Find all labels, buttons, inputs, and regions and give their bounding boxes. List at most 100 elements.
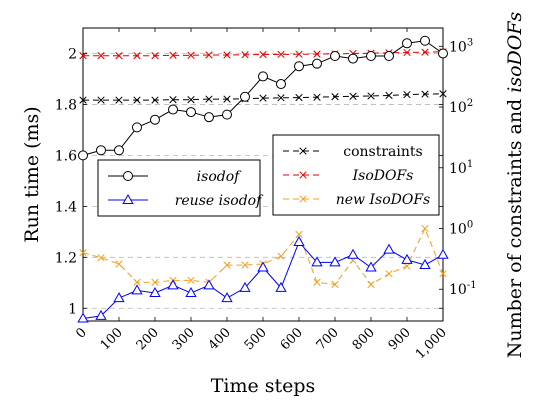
data-point [367, 280, 375, 289]
x-axis-label: Time steps [211, 375, 316, 397]
data-point [311, 256, 323, 267]
data-point [151, 96, 159, 104]
x-tick-label: 200 [134, 325, 162, 353]
data-point [439, 90, 447, 98]
data-point [77, 312, 89, 323]
legend-marker [122, 193, 134, 204]
data-point [295, 50, 303, 58]
data-point [223, 261, 231, 269]
data-point [403, 48, 411, 57]
data-point [133, 96, 141, 104]
x-tick-label: 700 [314, 325, 342, 353]
data-point [205, 51, 213, 59]
data-point [385, 91, 393, 100]
data-point [95, 309, 107, 320]
series-layer [77, 35, 449, 323]
data-point [222, 109, 232, 120]
data-point [241, 51, 249, 59]
data-point [331, 93, 339, 101]
data-point [295, 230, 303, 239]
data-point [79, 249, 87, 257]
legend-label: constraints [343, 144, 422, 160]
data-point [295, 93, 303, 102]
data-point [115, 96, 123, 104]
y2-tick-label: 10-1 [449, 280, 477, 298]
data-point [348, 53, 358, 64]
data-point [420, 35, 430, 46]
data-point [167, 279, 179, 290]
data-point [169, 96, 177, 104]
data-point [421, 48, 429, 56]
data-point [403, 262, 411, 270]
y-tick-label: 1.8 [55, 97, 77, 113]
data-point [401, 253, 413, 264]
y-tick-label: 2 [68, 46, 77, 62]
data-point [186, 107, 196, 118]
y-tick-label: 1.6 [55, 148, 77, 164]
data-point [223, 51, 231, 59]
data-point [132, 122, 142, 133]
data-point [133, 278, 141, 286]
series-line [82, 227, 444, 286]
data-point [421, 90, 429, 98]
data-point [115, 52, 123, 60]
data-point [114, 145, 124, 156]
data-point [79, 96, 87, 104]
series-new-isodofs [79, 224, 447, 289]
data-point [97, 254, 105, 262]
legend-label: new IsoDOFs [336, 192, 430, 208]
data-point [204, 112, 214, 123]
data-point [131, 284, 143, 295]
data-point [347, 248, 359, 259]
data-point [97, 96, 105, 104]
legend-marker [123, 171, 133, 181]
y2-tick-label: 103 [449, 37, 473, 55]
data-point [385, 270, 393, 278]
legend-marker [299, 195, 307, 203]
data-point [437, 248, 449, 259]
x-tick-label: 1,000 [413, 325, 450, 362]
data-point [223, 95, 231, 103]
data-point [402, 38, 412, 49]
data-point [349, 92, 357, 100]
data-point [149, 286, 161, 297]
data-point [168, 104, 178, 115]
data-point [241, 261, 249, 269]
x-tick-label: 900 [386, 325, 414, 353]
data-point [240, 91, 250, 102]
legend-label: isodof [197, 169, 242, 185]
data-point [239, 281, 251, 292]
data-point [259, 94, 267, 102]
data-point [187, 96, 195, 104]
legend-marker [299, 147, 307, 155]
data-point [78, 150, 88, 161]
data-point [276, 79, 286, 90]
data-point [275, 281, 287, 292]
data-point [277, 50, 285, 59]
data-point [277, 252, 285, 260]
data-point [438, 48, 448, 59]
data-point [313, 50, 321, 58]
data-point [330, 51, 340, 62]
data-point [205, 95, 213, 103]
y2-tick-label: 100 [449, 220, 473, 238]
legend-label: reuse isodof [175, 193, 264, 209]
data-point [113, 292, 125, 303]
data-point [259, 50, 267, 59]
legend-box [97, 159, 261, 217]
data-point [419, 258, 431, 269]
data-point [169, 51, 177, 59]
x-tick-label: 500 [242, 325, 270, 353]
legend-label: IsoDOFs [352, 168, 414, 184]
data-point [185, 286, 197, 297]
data-point [329, 256, 341, 267]
y-tick-label: 1 [68, 301, 77, 317]
y-tick-label: 1.2 [55, 250, 77, 266]
data-point [96, 145, 106, 156]
series-constraints [79, 90, 447, 104]
y-tick-label: 1.4 [55, 199, 77, 215]
data-point [384, 51, 394, 62]
data-point [294, 61, 304, 72]
data-point [203, 279, 215, 290]
